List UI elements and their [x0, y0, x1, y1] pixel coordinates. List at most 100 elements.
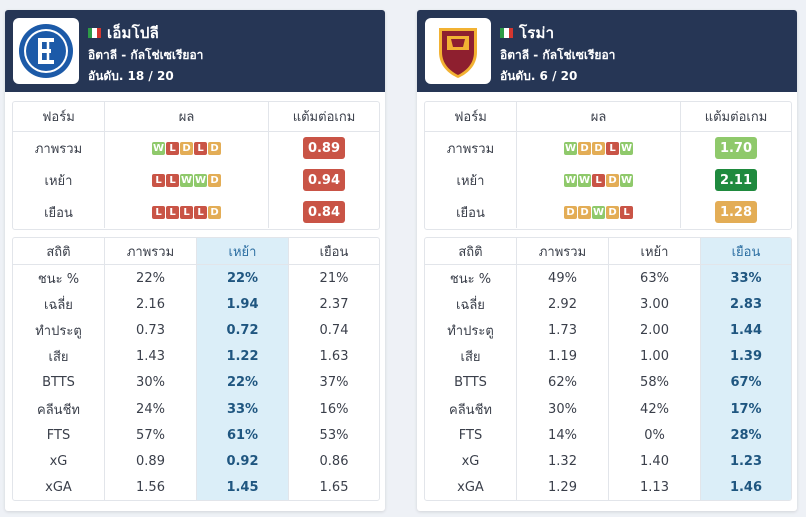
form-row-away: เยือน D D W D L 1.28 — [425, 196, 791, 228]
stat-label: xGA — [45, 480, 72, 496]
result-badge[interactable]: D — [180, 141, 193, 155]
stat-away: 1.44 — [700, 317, 791, 344]
stat-overall: 62% — [516, 369, 608, 396]
form-header-label: ฟอร์ม — [454, 110, 487, 125]
result-badge[interactable]: W — [180, 173, 193, 187]
stat-overall: 49% — [516, 265, 608, 292]
team-logo-roma[interactable] — [425, 18, 491, 84]
result-badge[interactable]: L — [152, 173, 165, 187]
result-badge[interactable]: L — [166, 173, 179, 187]
stat-overall: 57% — [104, 422, 196, 449]
result-badge[interactable]: L — [620, 205, 633, 219]
form-row-label: เยือน — [44, 205, 73, 221]
result-badge[interactable]: W — [194, 173, 207, 187]
form-row-overall: ภาพรวม W D D L W 1.70 — [425, 132, 791, 164]
stat-away: 37% — [288, 369, 379, 396]
stat-home: 1.22 — [196, 343, 288, 370]
stats-row: ชนะ % 49% 63% 33% — [425, 265, 791, 292]
stats-header-home[interactable]: เหย้า — [608, 238, 700, 264]
form-header-label: ฟอร์ม — [42, 110, 75, 125]
stats-header-overall[interactable]: ภาพรวม — [104, 238, 196, 264]
stat-away: 2.83 — [700, 291, 791, 318]
result-badge[interactable]: L — [194, 205, 207, 219]
form-badges: D D W D L — [564, 205, 633, 219]
result-badge[interactable]: L — [180, 205, 193, 219]
result-badge[interactable]: D — [592, 141, 605, 155]
team-header: เอ็มโปลี อิตาลี - กัลโช่เซเรียอา อันดับ.… — [5, 10, 385, 92]
italy-flag-icon — [88, 28, 101, 38]
stats-row: xGA 1.56 1.45 1.65 — [13, 474, 379, 500]
form-header-ppg: แต้มต่อเกม — [292, 110, 356, 125]
result-badge[interactable]: D — [564, 205, 577, 219]
ppg-badge: 2.11 — [715, 169, 757, 191]
league-rank: อันดับ. 6 / 20 — [500, 69, 578, 83]
ppg-badge: 0.89 — [303, 137, 345, 159]
form-row-home: เหย้า W W L D W 2.11 — [425, 164, 791, 196]
result-badge[interactable]: W — [152, 141, 165, 155]
league-name[interactable]: อิตาลี - กัลโช่เซเรียอา — [88, 48, 204, 62]
team-name[interactable]: เอ็มโปลี — [107, 24, 159, 42]
team-name[interactable]: โรม่า — [519, 24, 555, 42]
result-badge[interactable]: W — [620, 141, 633, 155]
result-badge[interactable]: D — [578, 205, 591, 219]
form-row-home: เหย้า L L W W D 0.94 — [13, 164, 379, 196]
stat-home: 1.00 — [608, 343, 700, 370]
stat-overall: 1.56 — [104, 474, 196, 500]
result-badge[interactable]: D — [578, 141, 591, 155]
stats-row: เสีย 1.19 1.00 1.39 — [425, 343, 791, 370]
result-badge[interactable]: D — [208, 173, 221, 187]
result-badge[interactable]: D — [208, 141, 221, 155]
stats-header-away[interactable]: เยือน — [288, 238, 379, 264]
stats-row: ชนะ % 22% 22% 21% — [13, 265, 379, 292]
stat-home: 42% — [608, 395, 700, 423]
stats-row: FTS 14% 0% 28% — [425, 422, 791, 449]
stats-header-row: สถิติ ภาพรวม เหย้า เยือน — [13, 238, 379, 265]
stats-row: ทำประตู 0.73 0.72 0.74 — [13, 317, 379, 344]
stats-header-home[interactable]: เหย้า — [196, 238, 288, 264]
stat-home: 61% — [196, 422, 288, 449]
result-badge[interactable]: W — [578, 173, 591, 187]
stat-label: ทำประตู — [447, 323, 494, 339]
result-badge[interactable]: W — [564, 141, 577, 155]
result-badge[interactable]: W — [620, 173, 633, 187]
result-badge[interactable]: W — [592, 205, 605, 219]
stat-home: 0.72 — [196, 317, 288, 344]
team-logo-empoli[interactable] — [13, 18, 79, 84]
team-card-empoli: เอ็มโปลี อิตาลี - กัลโช่เซเรียอา อันดับ.… — [5, 10, 385, 511]
result-badge[interactable]: L — [592, 173, 605, 187]
stat-away: 17% — [700, 395, 791, 423]
stat-label: xG — [461, 453, 480, 469]
stat-label: ชนะ % — [449, 271, 492, 287]
result-badge[interactable]: L — [166, 141, 179, 155]
form-badges: W D D L W — [564, 141, 633, 155]
stats-header-away[interactable]: เยือน — [700, 238, 791, 264]
result-badge[interactable]: L — [166, 205, 179, 219]
stat-label: เฉลี่ย — [44, 297, 73, 313]
stat-overall: 2.92 — [516, 291, 608, 318]
stat-away: 1.65 — [288, 474, 379, 500]
stats-header-overall[interactable]: ภาพรวม — [516, 238, 608, 264]
stat-label: xG — [49, 453, 68, 469]
result-badge[interactable]: L — [152, 205, 165, 219]
stat-home: 58% — [608, 369, 700, 396]
stat-label: xGA — [457, 480, 484, 496]
stat-label: ชนะ % — [37, 271, 80, 287]
stat-home: 1.13 — [608, 474, 700, 500]
result-badge[interactable]: W — [564, 173, 577, 187]
stat-away: 1.39 — [700, 343, 791, 370]
result-badge[interactable]: L — [606, 141, 619, 155]
stat-home: 1.40 — [608, 448, 700, 475]
stats-row: คลีนชีท 30% 42% 17% — [425, 395, 791, 423]
result-badge[interactable]: L — [194, 141, 207, 155]
ppg-badge: 0.94 — [303, 169, 345, 191]
result-badge[interactable]: D — [208, 205, 221, 219]
stat-overall: 1.32 — [516, 448, 608, 475]
result-badge[interactable]: D — [606, 205, 619, 219]
stat-home: 1.45 — [196, 474, 288, 500]
form-header-ppg: แต้มต่อเกม — [704, 110, 768, 125]
team-header: โรม่า อิตาลี - กัลโช่เซเรียอา อันดับ. 6 … — [417, 10, 797, 92]
result-badge[interactable]: D — [606, 173, 619, 187]
stats-row: คลีนชีท 24% 33% 16% — [13, 395, 379, 423]
stats-row: FTS 57% 61% 53% — [13, 422, 379, 449]
league-name[interactable]: อิตาลี - กัลโช่เซเรียอา — [500, 48, 616, 62]
